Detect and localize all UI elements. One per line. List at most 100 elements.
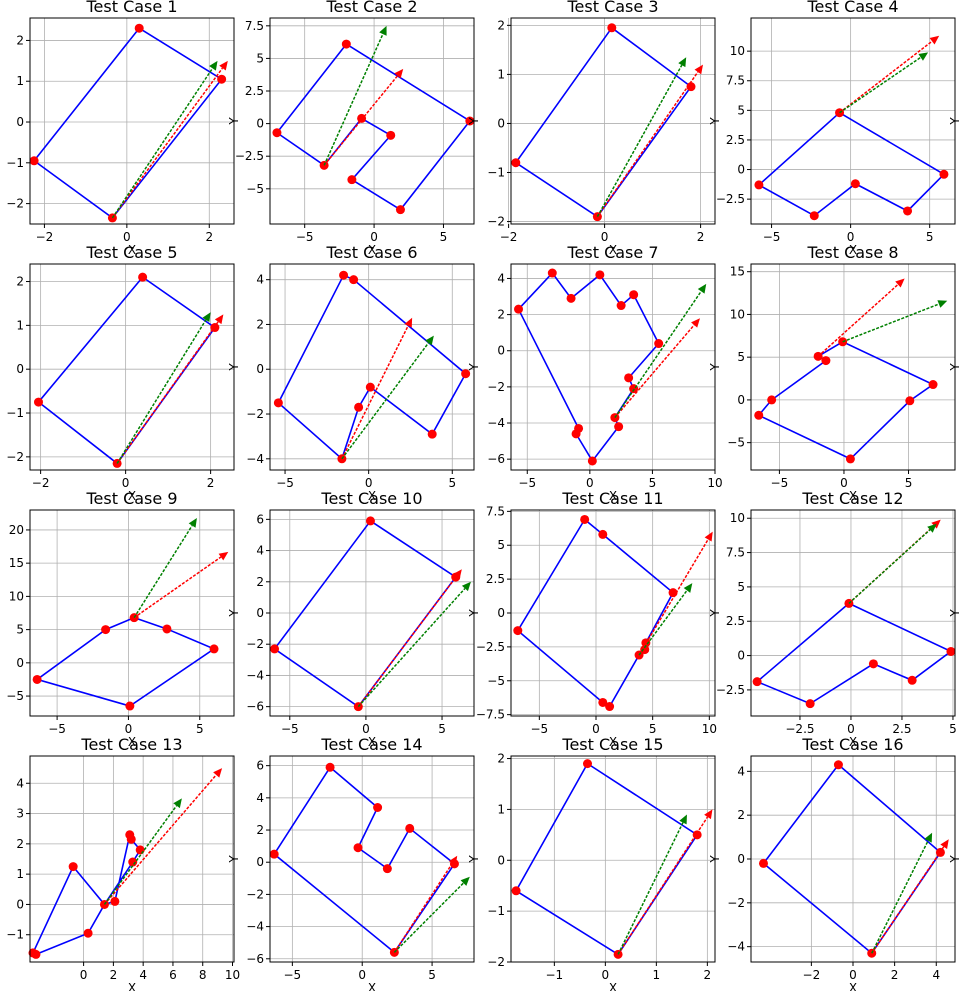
x-tick-label: 2 bbox=[704, 968, 712, 982]
point-7 bbox=[395, 205, 405, 215]
y-tick-label: −1 bbox=[6, 406, 24, 420]
x-axis-label: X bbox=[368, 489, 376, 503]
green-arrow-head bbox=[924, 832, 933, 843]
red-arrow-shaft bbox=[817, 283, 899, 357]
x-tick-label: 0 bbox=[358, 968, 366, 982]
y-tick-label: −2 bbox=[246, 407, 264, 421]
x-tick-label: 0 bbox=[365, 476, 373, 490]
x-tick-label: −2 bbox=[32, 476, 50, 490]
point-7 bbox=[624, 373, 634, 383]
x-tick-label: 0 bbox=[602, 968, 610, 982]
point-2 bbox=[907, 675, 917, 685]
y-tick-label: 7.5 bbox=[726, 546, 745, 560]
point-3 bbox=[427, 429, 437, 439]
x-axis-label: X bbox=[849, 735, 857, 749]
red-arrow-shaft bbox=[614, 324, 695, 419]
point-1 bbox=[686, 82, 696, 92]
y-tick-label: 1 bbox=[16, 318, 24, 332]
green-arrow-shaft bbox=[116, 319, 207, 464]
y-tick-label: 5 bbox=[737, 103, 745, 117]
point-6 bbox=[905, 396, 915, 406]
point-3 bbox=[868, 659, 878, 669]
red-arrow-head bbox=[219, 60, 228, 71]
subplot-title: Test Case 12 bbox=[801, 489, 903, 508]
y-tick-label: −2 bbox=[487, 955, 505, 969]
point-4 bbox=[32, 674, 42, 684]
y-tick-label: −2.5 bbox=[235, 149, 264, 163]
y-tick-label: 0 bbox=[16, 362, 24, 376]
y-tick-label: −2 bbox=[727, 896, 745, 910]
subplot-title: Test Case 8 bbox=[806, 243, 898, 262]
y-tick-label: −2 bbox=[6, 197, 24, 211]
red-arrow-shaft bbox=[323, 75, 399, 166]
x-tick-label: 0 bbox=[123, 230, 131, 244]
polygon-line bbox=[515, 762, 699, 956]
y-tick-label: −5 bbox=[727, 436, 745, 450]
polygon-line bbox=[32, 831, 142, 956]
y-tick-label: 5 bbox=[16, 623, 24, 637]
point-4 bbox=[754, 410, 764, 420]
red-arrow-head bbox=[394, 68, 404, 79]
y-tick-label: 2 bbox=[16, 33, 24, 47]
axes-frame bbox=[269, 755, 475, 963]
y-tick-label: 2 bbox=[497, 308, 505, 322]
subplot-7: −5 0 5 10 −6 −4 −2 0 2 4 X Y Test Case 7 bbox=[487, 243, 722, 503]
point-1 bbox=[939, 169, 949, 179]
polygon-line bbox=[273, 520, 457, 708]
point-0 bbox=[607, 23, 617, 33]
green-arrow-shaft bbox=[617, 822, 684, 955]
x-tick-label: 0 bbox=[601, 230, 609, 244]
y-tick-label: 7.5 bbox=[245, 19, 264, 33]
x-axis-label: X bbox=[368, 735, 376, 749]
x-tick-label: 0 bbox=[586, 476, 594, 490]
y-tick-label: 0 bbox=[497, 853, 505, 867]
point-7 bbox=[83, 928, 93, 938]
subplot-title: Test Case 3 bbox=[566, 0, 658, 16]
point-6 bbox=[110, 896, 120, 906]
x-tick-label: −5 bbox=[276, 476, 294, 490]
axes-frame bbox=[269, 17, 475, 225]
y-tick-label: 0 bbox=[16, 897, 24, 911]
subplot-2: −5 0 5 −5 −2.5 0 2.5 5 7.5 X Y Test Case 2 bbox=[235, 0, 481, 257]
green-arrow-head bbox=[379, 25, 387, 36]
y-tick-label: 0 bbox=[256, 117, 264, 131]
x-tick-label: 10 bbox=[702, 722, 717, 736]
x-axis-label: X bbox=[128, 243, 136, 257]
y-tick-label: 0 bbox=[256, 855, 264, 869]
subplot-title: Test Case 2 bbox=[325, 0, 417, 16]
point-4 bbox=[128, 857, 138, 867]
point-1 bbox=[101, 625, 111, 635]
y-tick-label: −4 bbox=[727, 940, 745, 954]
point-8 bbox=[513, 626, 523, 636]
x-axis-label: X bbox=[849, 489, 857, 503]
green-arrow-head bbox=[697, 283, 707, 294]
point-4 bbox=[382, 864, 392, 874]
point-0 bbox=[134, 23, 144, 33]
y-tick-label: 2 bbox=[497, 18, 505, 32]
y-tick-label: 0 bbox=[256, 606, 264, 620]
axes-frame bbox=[29, 755, 235, 963]
green-arrow-head bbox=[679, 814, 687, 825]
axes-frame bbox=[29, 263, 235, 471]
subplot-title: Test Case 5 bbox=[85, 243, 177, 262]
point-6 bbox=[269, 849, 279, 859]
y-tick-label: −2 bbox=[246, 637, 264, 651]
green-arrow-head bbox=[460, 876, 470, 886]
x-tick-label: 2 bbox=[891, 968, 899, 982]
subplot-title: Test Case 6 bbox=[325, 243, 417, 262]
y-axis-label: Y bbox=[708, 117, 722, 126]
y-tick-label: −2 bbox=[487, 380, 505, 394]
point-3 bbox=[511, 886, 521, 896]
y-axis-label: Y bbox=[948, 117, 960, 126]
point-6 bbox=[654, 339, 664, 349]
y-axis-label: Y bbox=[227, 117, 241, 126]
red-arrow-shaft bbox=[133, 556, 222, 619]
point-7 bbox=[605, 702, 615, 712]
point-3 bbox=[850, 179, 860, 189]
green-arrow-shaft bbox=[103, 805, 178, 905]
green-arrow-shaft bbox=[133, 525, 193, 619]
x-tick-label: 4 bbox=[139, 968, 147, 982]
green-arrow-head bbox=[173, 798, 182, 809]
point-2 bbox=[405, 823, 415, 833]
point-5 bbox=[752, 677, 762, 687]
